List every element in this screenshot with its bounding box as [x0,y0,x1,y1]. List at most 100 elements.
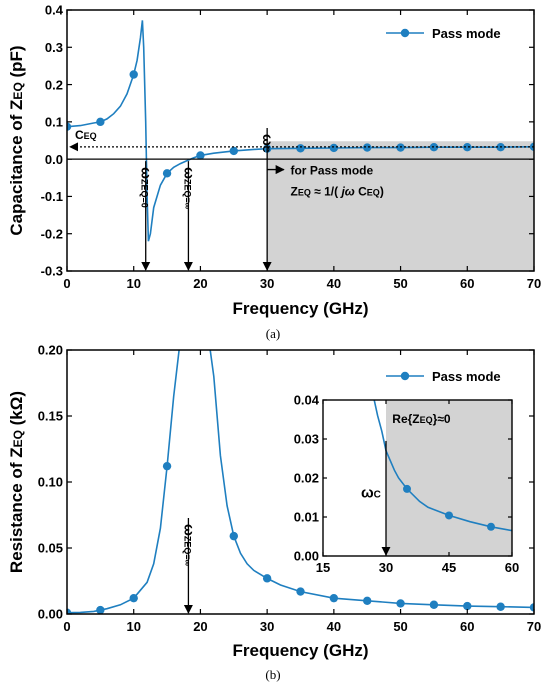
y-tick-label: 0.01 [294,509,319,524]
x-axis-label: Frequency (GHz) [232,641,368,660]
data-point [329,593,339,603]
x-tick-label: 70 [527,276,541,291]
data-point [162,169,172,178]
svg-text:CEQ: CEQ [75,128,97,142]
data-point [403,484,411,493]
chart-a: CEQ ωZEQ=0 ωZEQ=∞ ωC for Pass mode ZEQ ≈ 1… [7,3,541,341]
legend: Pass mode [386,369,501,384]
x-tick-label: 10 [126,619,140,634]
x-tick-label: 30 [379,560,393,575]
legend: Pass mode [386,26,501,41]
marker-2-label: ωC [260,134,276,153]
y-tick-label: 0.3 [45,40,63,55]
pass-mode-annotation-line1: for Pass mode [290,164,373,178]
data-point [529,603,534,612]
data-point [363,143,372,152]
data-point [463,601,472,611]
y-tick-label: 0.04 [294,392,320,407]
data-point [529,142,534,152]
pass-band-shade [267,141,534,271]
series-pass-mode [67,350,534,614]
axis-ticks: 0 10 20 30 40 50 60 70 -0.3 -0.2 -0.1 0.0 0.1 0.2 0.3 0… [41,3,542,291]
data-point [229,146,238,156]
inset-plot: ωC Re{ZEQ}≈0 15 30 45 60 0.00 0.01 0.02 0.03 0.0… [294,392,520,575]
x-tick-label: 20 [193,619,207,634]
data-point [296,144,305,153]
series-curve [373,400,512,532]
inset-re-zeq-label: Re{ZEQ}≈0 [392,412,451,426]
marker-0-label: ωZEQ=0 [139,167,155,208]
resonance-markers: ωZEQ=∞ [181,518,197,614]
x-tick-label: 60 [505,560,519,575]
resonance-markers: ωZEQ=0 ωZEQ=∞ ωC [139,128,276,271]
data-point [487,522,495,531]
data-point [96,605,105,614]
ceq-label: CEQ [75,128,97,142]
plot-frame [66,9,535,272]
x-tick-label: 0 [63,276,70,291]
data-point [96,117,105,127]
legend-label: Pass mode [432,26,501,41]
x-tick-label: 15 [316,560,330,575]
data-point [329,143,339,153]
y-tick-label: 0.15 [38,409,63,424]
data-point [229,531,238,541]
legend-marker [400,28,410,38]
x-tick-label: 20 [193,276,207,291]
figure-caption: (a) [266,326,280,341]
legend-label: Pass mode [432,369,501,384]
data-point [496,602,505,611]
y-tick-label: 0.4 [45,3,64,18]
x-tick-label: 30 [260,276,274,291]
y-tick-label: -0.3 [41,264,63,279]
y-tick-label: 0.2 [45,77,63,92]
x-tick-label: 30 [260,619,274,634]
marker-1-label: ωZEQ=∞ [181,167,197,210]
inset-omega-c-label: ωC [361,485,381,502]
y-tick-label: 0.03 [294,431,319,446]
x-tick-label: 70 [527,619,541,634]
y-tick-label: -0.2 [41,226,63,241]
y-tick-label: 0.00 [294,548,319,563]
data-point [162,461,172,471]
y-tick-label: 0.0 [45,152,63,167]
y-tick-label: 0.00 [38,607,63,622]
x-tick-label: 0 [63,619,70,634]
x-axis-label: Frequency (GHz) [232,299,368,318]
x-tick-label: 60 [460,619,474,634]
inset-axis-ticks: 15 30 45 60 0.00 0.01 0.02 0.03 0.04 [294,392,520,575]
inset-series [373,400,512,532]
data-point [67,122,72,131]
data-point [463,143,472,152]
x-tick-label: 40 [327,276,341,291]
data-point [396,599,405,608]
data-point [262,574,272,583]
data-point [363,596,372,605]
x-tick-label: 40 [327,619,341,634]
data-point [67,608,72,614]
x-tick-label: 50 [393,619,407,634]
pass-mode-annotation-line2: ZEQ ≈ 1/( jω CEQ) [290,185,383,199]
data-point [445,511,453,520]
x-tick-label: 50 [393,276,407,291]
y-tick-label: 0.05 [38,541,63,556]
data-point [196,151,205,160]
data-point [396,143,405,152]
x-tick-label: 60 [460,276,474,291]
x-tick-label: 45 [442,560,456,575]
chart-b: ωZEQ=∞ 0 10 20 30 40 50 60 70 0.00 0.05 0.10 0.15 0.… [7,343,542,682]
y-tick-label: 0.02 [294,470,319,485]
y-tick-label: 0.10 [38,475,63,490]
y-tick-label: 0.20 [38,343,63,358]
legend-marker [400,371,410,381]
data-point [296,587,305,596]
y-tick-label: 0.1 [45,115,63,130]
b-marker-0-label: ωZEQ=∞ [181,524,197,567]
y-axis-label: Capacitance of ZEQ (pF) [7,45,26,235]
y-axis-label: Resistance of ZEQ (kΩ) [7,391,26,573]
x-tick-label: 10 [126,276,140,291]
y-tick-label: -0.1 [41,189,63,204]
axis-ticks: 0 10 20 30 40 50 60 70 0.00 0.05 0.10 0.15 0.20 [38,343,542,634]
data-point [429,600,439,609]
